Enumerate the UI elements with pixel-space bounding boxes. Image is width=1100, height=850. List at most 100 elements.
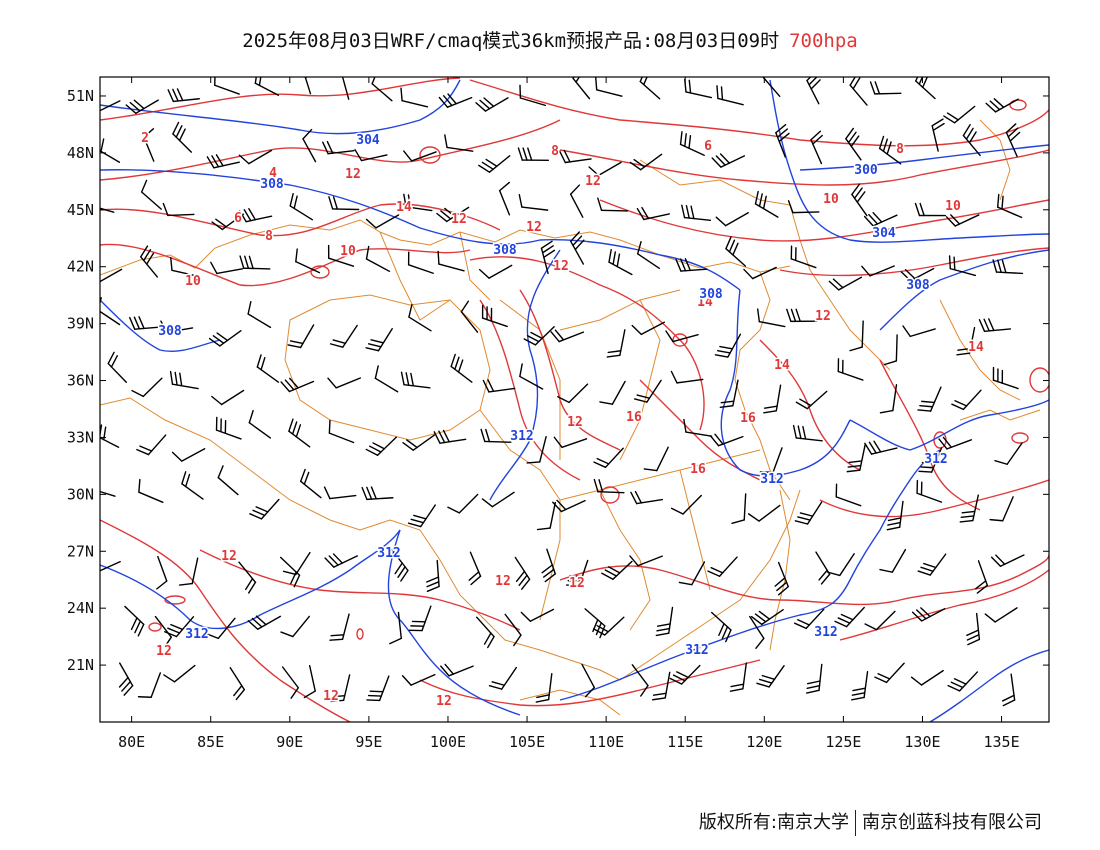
wind-barb xyxy=(475,97,509,112)
wind-barb xyxy=(711,611,732,643)
wind-barb xyxy=(140,245,158,278)
y-tick-label: 36N xyxy=(67,372,94,390)
wind-barb xyxy=(118,662,134,696)
wind-barb xyxy=(214,77,240,95)
height-label: 308 xyxy=(699,287,723,302)
wind-barb xyxy=(304,77,312,95)
height-label: 300 xyxy=(854,163,878,178)
wind-barb xyxy=(911,607,946,622)
wind-barb xyxy=(806,77,821,105)
temperature-label: 12 xyxy=(553,259,569,274)
wind-barb xyxy=(447,493,479,514)
footer-owner: 版权所有:南京大学 xyxy=(698,812,849,833)
y-tick-label: 42N xyxy=(67,258,94,276)
wind-barb xyxy=(774,561,789,596)
x-tick-label: 80E xyxy=(118,733,145,751)
wind-barb xyxy=(992,259,1024,275)
wind-barb xyxy=(938,436,973,450)
wind-barb xyxy=(160,320,194,334)
wind-barb xyxy=(994,442,1023,465)
temperature-label: 16 xyxy=(626,410,642,425)
wind-barb xyxy=(681,204,712,221)
wind-barb xyxy=(229,667,245,701)
y-tick-label: 39N xyxy=(67,315,94,333)
wind-barb xyxy=(303,664,316,699)
wind-barb xyxy=(256,354,280,383)
wind-barb xyxy=(835,483,862,507)
wind-barb xyxy=(328,419,355,444)
temperature-label: 12 xyxy=(345,167,361,182)
wind-barb xyxy=(849,320,864,352)
temperature-label: 12 xyxy=(436,694,452,709)
wind-barb xyxy=(606,329,626,358)
wind-barb xyxy=(299,468,322,499)
wind-barb xyxy=(444,134,474,152)
wind-barb xyxy=(601,560,633,580)
temperature-label: 12 xyxy=(495,574,511,589)
map-title: 2025年08月03日WRF/cmaq模式36km预报产品:08月03日09时 7… xyxy=(0,26,1100,53)
x-tick-label: 85E xyxy=(197,733,224,751)
x-tick-label: 125E xyxy=(825,733,861,751)
wind-barb xyxy=(669,664,701,685)
wind-barb xyxy=(247,615,282,630)
wind-barb xyxy=(572,77,591,100)
wind-barb xyxy=(129,316,162,330)
wind-barb xyxy=(526,436,547,464)
wind-barb xyxy=(581,663,596,698)
wind-barb xyxy=(879,548,907,573)
wind-barb xyxy=(460,300,479,333)
wind-barb xyxy=(794,501,823,525)
wind-barb xyxy=(962,124,981,157)
y-tick-label: 27N xyxy=(67,542,94,560)
wind-barb xyxy=(481,491,515,508)
wind-barb xyxy=(996,193,1023,219)
wind-barb xyxy=(675,258,708,272)
wind-barb xyxy=(655,606,674,637)
height-label: 312 xyxy=(185,627,208,642)
wind-barb xyxy=(211,213,245,231)
wind-barb xyxy=(834,606,865,628)
wind-barb xyxy=(553,436,588,448)
wind-barb xyxy=(391,549,409,582)
wind-barb xyxy=(329,324,358,348)
wind-barb xyxy=(749,615,765,649)
height-label: 308 xyxy=(906,278,930,293)
y-tick-label: 24N xyxy=(67,599,94,617)
wind-barb xyxy=(239,255,271,270)
wind-barb xyxy=(514,556,531,590)
wind-barb xyxy=(100,297,121,326)
wind-barb xyxy=(280,615,310,638)
wind-barb xyxy=(989,496,1014,522)
wind-barb xyxy=(400,371,431,389)
x-tick-label: 95E xyxy=(355,733,382,751)
wind-barb xyxy=(652,671,671,701)
wind-barb xyxy=(210,261,244,275)
wind-barb xyxy=(178,557,199,586)
wind-barb xyxy=(162,202,195,217)
wind-barb xyxy=(918,447,943,473)
wind-barb xyxy=(280,377,315,393)
x-tick-label: 115E xyxy=(667,733,703,751)
wind-barb xyxy=(599,380,626,405)
wind-barb xyxy=(100,490,116,497)
wind-barb xyxy=(536,501,557,531)
wind-barb xyxy=(775,123,790,158)
y-axis-labels: 51N 48N 45N 42N 39N 36N 33N 30N 27N 24N 21N xyxy=(67,87,94,674)
wind-barb xyxy=(156,555,168,590)
wind-barb xyxy=(707,556,738,577)
temperature-label: 14 xyxy=(968,340,984,355)
height-label: 304 xyxy=(872,226,896,241)
wind-barb xyxy=(948,255,977,277)
wind-barb xyxy=(437,250,465,272)
wind-barb xyxy=(846,443,866,473)
height-label: 312 xyxy=(510,429,533,444)
wind-barb xyxy=(138,478,164,504)
wind-barb xyxy=(978,318,1012,332)
wind-barb xyxy=(323,486,357,500)
wind-barb xyxy=(879,384,898,414)
height-contours xyxy=(100,79,1049,722)
wind-barb xyxy=(716,85,744,106)
y-tick-label: 48N xyxy=(67,144,94,162)
wind-barb xyxy=(206,154,240,169)
wind-barb xyxy=(519,84,547,107)
